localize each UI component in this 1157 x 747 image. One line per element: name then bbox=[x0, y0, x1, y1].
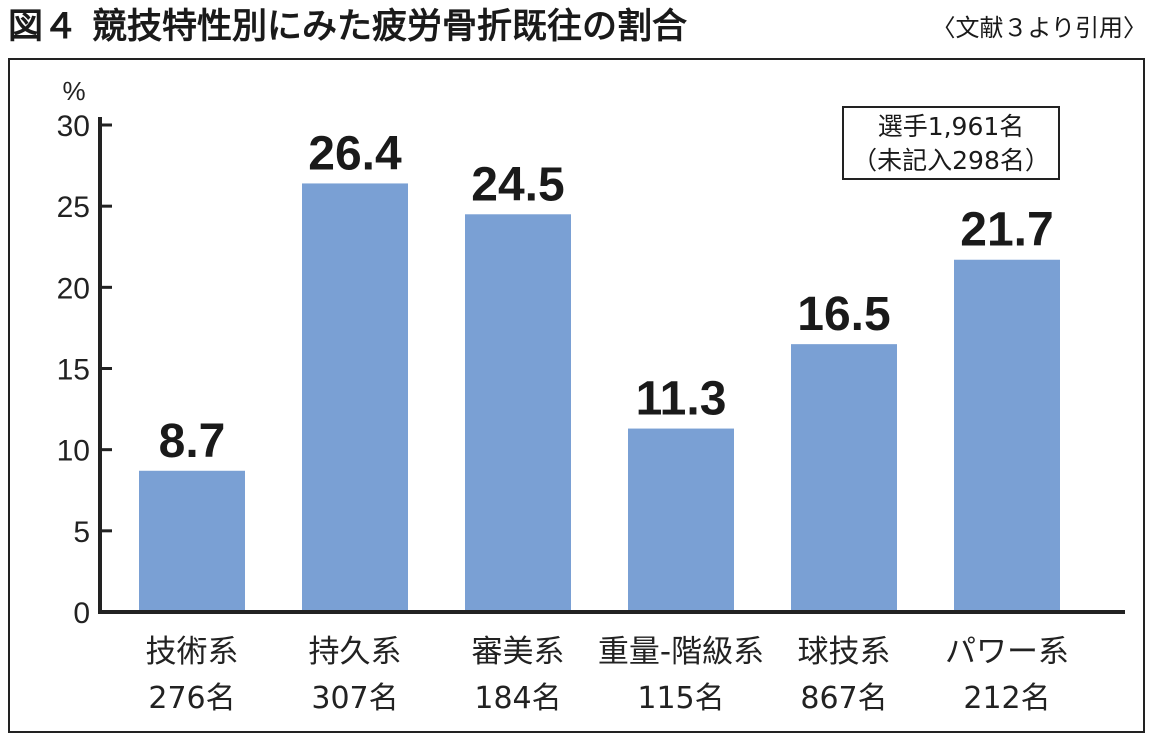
sample-count-label: 867名 bbox=[800, 681, 887, 716]
category-label: 球技系 bbox=[798, 634, 891, 670]
sample-size-text: 選手1,961名 bbox=[877, 112, 1025, 141]
category-label: パワー系 bbox=[945, 634, 1069, 670]
sample-count-label: 115名 bbox=[637, 681, 724, 716]
y-tick-label: 0 bbox=[73, 597, 90, 630]
category-label: 技術系 bbox=[146, 634, 239, 670]
value-label: 16.5 bbox=[797, 288, 890, 341]
category-label: 審美系 bbox=[472, 634, 565, 670]
value-label: 8.7 bbox=[159, 415, 226, 468]
bar bbox=[302, 183, 408, 612]
figure-source: 〈文献３より引用〉 bbox=[931, 14, 1147, 42]
y-tick-label: 15 bbox=[57, 354, 90, 387]
value-label: 26.4 bbox=[308, 127, 402, 180]
bar bbox=[954, 259, 1060, 612]
bar bbox=[465, 214, 571, 613]
y-tick-label: 20 bbox=[57, 272, 90, 305]
y-tick-label: 5 bbox=[73, 516, 90, 549]
sample-count-label: 212名 bbox=[963, 681, 1050, 716]
bar bbox=[628, 428, 734, 612]
bar bbox=[791, 344, 897, 612]
y-axis-unit: % bbox=[62, 76, 85, 106]
sample-count-label: 276名 bbox=[148, 681, 235, 716]
y-tick-label: 25 bbox=[57, 191, 90, 224]
value-label: 11.3 bbox=[636, 373, 727, 426]
y-tick-label: 10 bbox=[57, 435, 90, 468]
figure-title: 図４ 競技特性別にみた疲労骨折既往の割合 bbox=[8, 4, 687, 50]
missing-count-text: （未記入298名） bbox=[852, 146, 1050, 175]
category-label: 持久系 bbox=[309, 634, 402, 670]
figure-number: 図４ bbox=[8, 7, 79, 47]
value-label: 24.5 bbox=[471, 158, 564, 211]
figure-title-text: 競技特性別にみた疲労骨折既往の割合 bbox=[92, 7, 688, 47]
sample-note: 選手1,961名 （未記入298名） bbox=[842, 106, 1060, 180]
category-label: 重量-階級系 bbox=[598, 634, 764, 670]
bar bbox=[139, 470, 245, 612]
value-label: 21.7 bbox=[960, 204, 1053, 257]
y-tick-label: 30 bbox=[57, 110, 90, 143]
sample-count-label: 307名 bbox=[311, 681, 398, 716]
chart-frame bbox=[8, 58, 1145, 733]
sample-count-label: 184名 bbox=[474, 681, 561, 716]
